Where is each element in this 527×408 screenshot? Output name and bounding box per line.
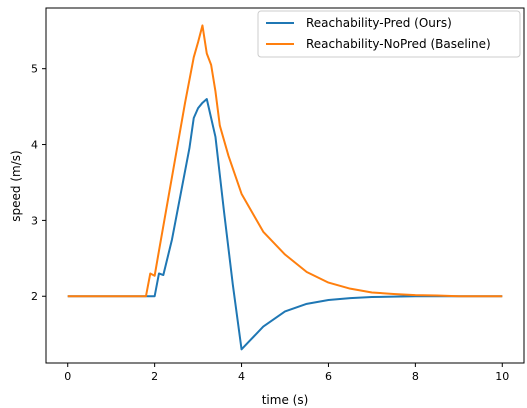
x-tick-label: 10 — [495, 370, 509, 383]
x-tick-label: 4 — [238, 370, 245, 383]
y-tick-label: 3 — [31, 214, 38, 227]
legend: Reachability-Pred (Ours) Reachability-No… — [257, 10, 521, 58]
series-line-1 — [67, 24, 503, 298]
x-tick-label: 0 — [64, 370, 71, 383]
series-line-0 — [67, 98, 503, 351]
legend-label-pred: Reachability-Pred (Ours) — [306, 16, 452, 30]
legend-box — [257, 10, 521, 58]
y-axis-ticks: 2 3 4 5 — [31, 63, 46, 303]
x-tick-label: 6 — [325, 370, 332, 383]
x-tick-label: 8 — [412, 370, 419, 383]
legend-label-nopred: Reachability-NoPred (Baseline) — [306, 37, 491, 51]
x-axis-ticks: 0 2 4 6 8 10 — [64, 363, 509, 383]
series-lines — [67, 24, 503, 351]
x-axis-label: time (s) — [262, 393, 309, 407]
y-axis-label: speed (m/s) — [9, 150, 23, 221]
y-tick-label: 4 — [31, 139, 38, 152]
y-tick-label: 2 — [31, 290, 38, 303]
y-tick-label: 5 — [31, 63, 38, 76]
plot-area — [45, 7, 525, 364]
x-tick-label: 2 — [151, 370, 158, 383]
